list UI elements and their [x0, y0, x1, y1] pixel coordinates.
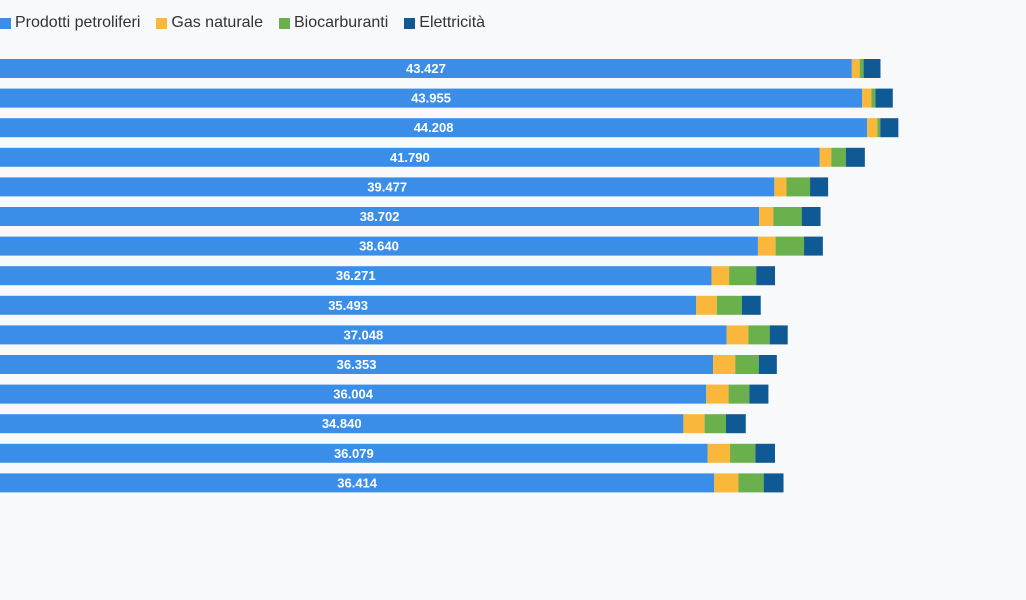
bar-biocarburanti-6[interactable]: [773, 207, 802, 226]
bar-elettricita-15[interactable]: [763, 473, 784, 493]
bar-elettricita-14[interactable]: [755, 443, 775, 463]
bar-prodotti-petroliferi-8[interactable]: [0, 266, 712, 286]
data-label-13: 34.840: [322, 416, 362, 431]
bar-prodotti-petroliferi-6[interactable]: [0, 207, 760, 226]
bar-prodotti-petroliferi-4[interactable]: [0, 147, 820, 167]
bar-elettricita-1[interactable]: [863, 59, 881, 78]
data-label-11: 36.353: [337, 357, 377, 372]
data-label-10: 37.048: [343, 327, 383, 342]
bar-elettricita-12[interactable]: [749, 384, 769, 404]
bar-gas-naturale-1[interactable]: [851, 59, 860, 78]
bar-biocarburanti-5[interactable]: [786, 177, 811, 197]
bar-gas-naturale-2[interactable]: [862, 88, 872, 108]
legend-swatch-gas-naturale: [156, 17, 168, 29]
bar-biocarburanti-7[interactable]: [775, 236, 805, 256]
legend-swatch-prodotti-petroliferi: [0, 17, 11, 29]
bar-biocarburanti-9[interactable]: [716, 295, 742, 315]
legend-item-prodotti-petroliferi[interactable]: Prodotti petroliferi: [0, 14, 140, 32]
bar-biocarburanti-2[interactable]: [871, 88, 876, 108]
bar-elettricita-9[interactable]: [741, 295, 761, 315]
bar-gas-naturale-15[interactable]: [714, 473, 739, 493]
bar-biocarburanti-12[interactable]: [728, 384, 750, 404]
bar-prodotti-petroliferi-11[interactable]: [0, 355, 714, 374]
bar-biocarburanti-10[interactable]: [748, 325, 770, 345]
data-label-4: 41.790: [390, 150, 430, 165]
bar-prodotti-petroliferi-14[interactable]: [0, 443, 708, 463]
data-label-15: 36.414: [337, 475, 378, 490]
bar-elettricita-10[interactable]: [769, 325, 788, 345]
bar-prodotti-petroliferi-12[interactable]: [0, 384, 707, 404]
bar-gas-naturale-13[interactable]: [683, 414, 705, 434]
data-label-12: 36.004: [333, 387, 374, 402]
bar-elettricita-3[interactable]: [880, 118, 899, 138]
bar-biocarburanti-11[interactable]: [735, 355, 759, 374]
bar-biocarburanti-13[interactable]: [704, 414, 726, 434]
bar-gas-naturale-10[interactable]: [726, 325, 749, 345]
bar-gas-naturale-11[interactable]: [713, 355, 736, 374]
bar-elettricita-7[interactable]: [804, 236, 823, 256]
data-label-5: 39.477: [367, 179, 407, 194]
bar-gas-naturale-6[interactable]: [759, 207, 774, 226]
bar-prodotti-petroliferi-5[interactable]: [0, 177, 775, 197]
bar-biocarburanti-1[interactable]: [859, 59, 864, 78]
bar-gas-naturale-4[interactable]: [819, 147, 832, 167]
chart-legend: Prodotti petroliferi Gas naturale Biocar…: [0, 14, 501, 32]
bar-biocarburanti-4[interactable]: [831, 147, 846, 167]
bar-biocarburanti-15[interactable]: [738, 473, 764, 493]
data-label-6: 38.702: [360, 209, 400, 224]
bar-prodotti-petroliferi-7[interactable]: [0, 236, 758, 256]
bar-prodotti-petroliferi-13[interactable]: [0, 414, 684, 434]
bar-biocarburanti-14[interactable]: [730, 443, 756, 463]
data-label-8: 36.271: [336, 268, 376, 283]
bar-biocarburanti-3[interactable]: [877, 118, 881, 138]
legend-swatch-elettricita: [404, 17, 416, 29]
data-label-9: 35.493: [328, 298, 368, 313]
bar-gas-naturale-8[interactable]: [711, 266, 730, 286]
bar-prodotti-petroliferi-2[interactable]: [0, 88, 863, 108]
legend-swatch-biocarburanti: [279, 17, 290, 29]
bar-gas-naturale-12[interactable]: [706, 384, 729, 404]
bar-gas-naturale-5[interactable]: [774, 177, 787, 197]
bar-prodotti-petroliferi-15[interactable]: [0, 473, 715, 493]
bar-gas-naturale-7[interactable]: [757, 236, 776, 256]
bar-biocarburanti-8[interactable]: [729, 266, 757, 286]
legend-label-biocarburanti: Biocarburanti: [294, 14, 389, 31]
data-label-7: 38.640: [359, 239, 399, 254]
legend-item-gas-naturale[interactable]: Gas naturale: [156, 14, 263, 32]
bar-elettricita-5[interactable]: [810, 177, 829, 197]
bar-gas-naturale-3[interactable]: [867, 118, 878, 138]
bar-gas-naturale-14[interactable]: [707, 443, 731, 463]
bar-prodotti-petroliferi-9[interactable]: [0, 295, 697, 315]
bar-prodotti-petroliferi-10[interactable]: [0, 325, 727, 345]
bar-elettricita-13[interactable]: [725, 414, 746, 434]
legend-item-biocarburanti[interactable]: Biocarburanti: [279, 14, 388, 32]
bar-prodotti-petroliferi-3[interactable]: [0, 118, 868, 138]
data-label-14: 36.079: [334, 446, 374, 461]
legend-label-prodotti-petroliferi: Prodotti petroliferi: [15, 14, 141, 31]
bar-gas-naturale-9[interactable]: [696, 295, 717, 315]
legend-label-elettricita: Elettricità: [419, 14, 486, 31]
bar-elettricita-6[interactable]: [801, 207, 821, 226]
legend-label-gas-naturale: Gas naturale: [171, 14, 263, 31]
bar-elettricita-8[interactable]: [756, 266, 776, 286]
data-label-1: 43.427: [406, 61, 446, 76]
data-label-3: 44.208: [414, 120, 454, 135]
legend-item-elettricita[interactable]: Elettricità: [404, 14, 485, 32]
bar-elettricita-11[interactable]: [758, 355, 777, 374]
bar-elettricita-4[interactable]: [845, 147, 865, 167]
data-label-2: 43.955: [411, 91, 451, 106]
bar-elettricita-2[interactable]: [875, 88, 893, 108]
bar-prodotti-petroliferi-1[interactable]: [0, 59, 852, 78]
